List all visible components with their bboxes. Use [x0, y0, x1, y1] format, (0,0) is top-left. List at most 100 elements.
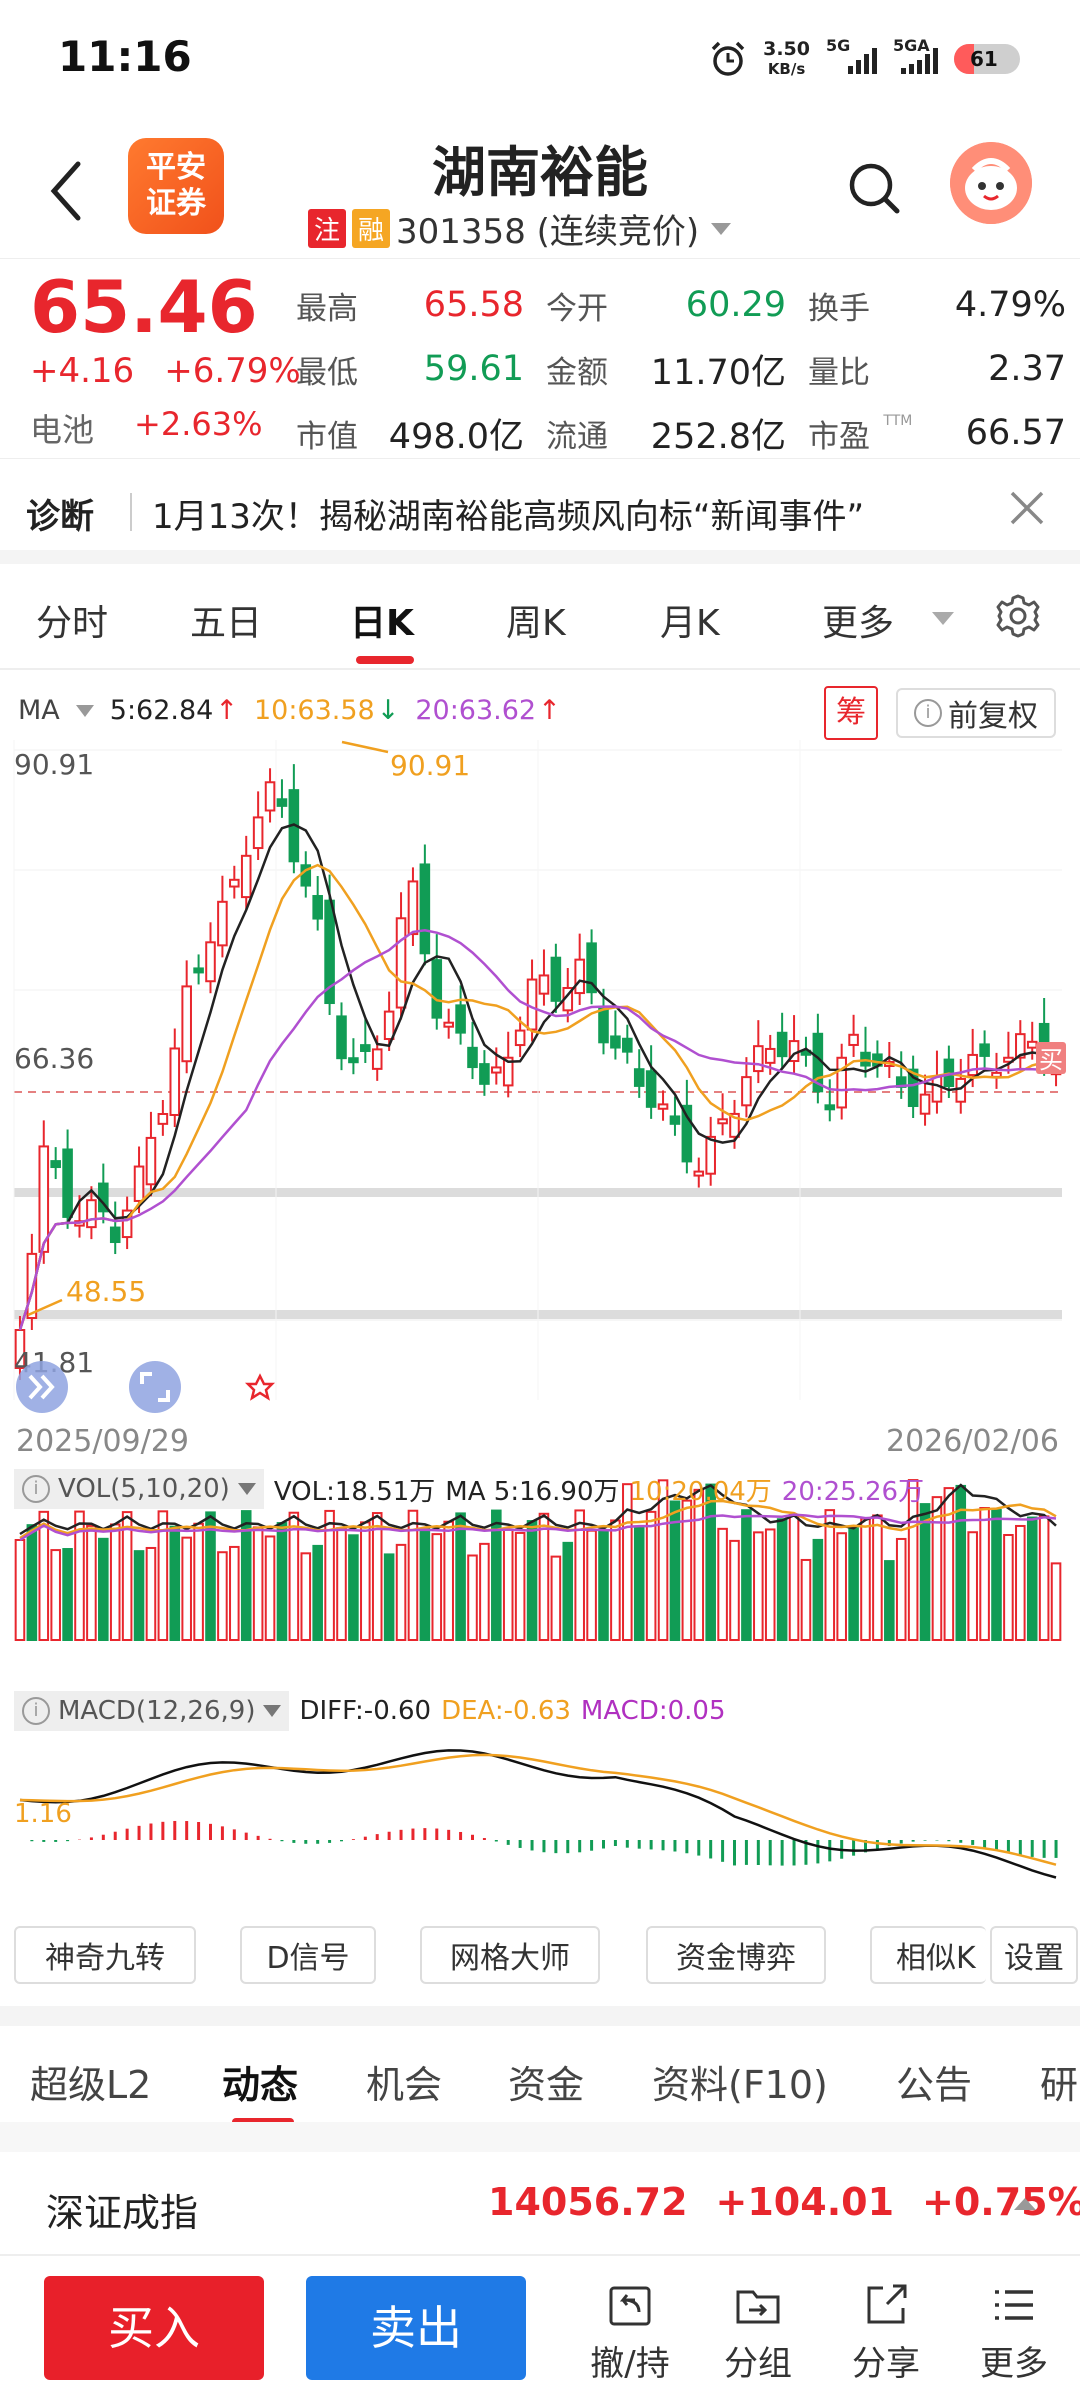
candle-body — [169, 1047, 181, 1116]
chevron-down-icon — [932, 612, 954, 625]
current-price: 65.46 — [30, 265, 258, 349]
folder-icon — [736, 2290, 780, 2324]
stock-subtitle[interactable]: 注 融 301358 (连续竞价) — [308, 204, 732, 253]
tab-opportunities[interactable]: 机会 — [366, 2063, 443, 2107]
tool-d-signal[interactable]: D信号 — [240, 1926, 376, 1984]
adjust-mode-label: 前复权 — [948, 699, 1038, 734]
candle-body — [467, 1046, 478, 1069]
kline-low-label: 48.55 — [66, 1275, 146, 1308]
tab-super-l2[interactable]: 超级L2 — [30, 2063, 152, 2107]
tool-similar-k[interactable]: 相似K — [870, 1926, 986, 1984]
candle-body — [14, 1329, 26, 1369]
volume-indicator-selector[interactable]: i VOL(5,10,20) — [14, 1469, 264, 1509]
diagnosis-bar[interactable]: 诊断 1月13次！揭秘湖南裕能高频风向标“新闻事件” — [0, 458, 1080, 564]
tool-settings[interactable]: 设置 — [990, 1926, 1078, 1984]
search-icon[interactable] — [846, 160, 902, 216]
period-tabs: 分时 五日 日K 周K 月K 更多 — [0, 564, 1080, 670]
section-gap — [0, 2006, 1080, 2026]
index-ticker[interactable]: 深证成指 14056.72 +104.01 +0.75% — [0, 2152, 1080, 2256]
more-label: 更多 — [980, 2344, 1048, 2384]
tab-funds[interactable]: 资金 — [508, 2063, 585, 2107]
down-arrow-icon: ↓ — [376, 695, 400, 726]
volume-ma20: 20:25.26万 — [781, 1476, 925, 1507]
volume-bar — [550, 1555, 562, 1642]
volume-bar — [1050, 1562, 1062, 1641]
cancel-hold-button[interactable]: 撤/持 — [580, 2280, 680, 2385]
quote-value: 66.57 — [965, 413, 1066, 453]
up-arrow-icon: ↑ — [215, 695, 238, 726]
volume-bar — [324, 1509, 335, 1641]
candle-body — [919, 1093, 931, 1115]
volume-bar — [610, 1519, 621, 1642]
candle-body — [121, 1209, 133, 1239]
candle-body — [502, 1056, 514, 1087]
candle-body — [181, 985, 192, 1063]
ma-legend[interactable]: MA 5:62.84 ↑ 10:63.58 ↓ 20:63.62 ↑ — [18, 695, 561, 726]
volume-bar — [419, 1528, 431, 1642]
kline-chart[interactable]: 90.91 90.91 66.36 48.55 41.81 买 1.16 — [0, 740, 1080, 1910]
gear-icon[interactable] — [994, 592, 1042, 640]
volume-bar — [217, 1551, 228, 1641]
adjust-mode-button[interactable]: i 前复权 — [896, 688, 1056, 738]
sell-button[interactable]: 卖出 — [306, 2276, 526, 2380]
chip-distribution-button[interactable]: 筹 — [824, 686, 878, 740]
fullscreen-button[interactable] — [129, 1361, 181, 1413]
volume-bar — [491, 1509, 502, 1642]
net-speed-unit: KB/s — [767, 60, 806, 78]
candle-body — [1026, 1040, 1038, 1049]
tab-more[interactable]: 更多 — [822, 603, 895, 644]
sector-change[interactable]: 电池 +2.63% — [30, 405, 262, 451]
share-button[interactable]: 分享 — [836, 2280, 936, 2385]
diagnosis-text[interactable]: 1月13次！揭秘湖南裕能高频风向标“新闻事件” — [152, 497, 865, 537]
volume-bar — [193, 1522, 204, 1642]
peak-pointer — [341, 740, 389, 754]
candle-body — [205, 941, 216, 983]
volume-indicator-name: VOL(5,10,20) — [58, 1474, 230, 1504]
group-button[interactable]: 分组 — [708, 2280, 808, 2385]
tab-monthly-k[interactable]: 月K — [660, 603, 720, 644]
chevron-up-icon[interactable] — [1014, 2198, 1036, 2210]
more-button[interactable]: 更多 — [964, 2280, 1064, 2385]
diagnosis-label: 诊断 — [26, 497, 94, 537]
tab-dynamics[interactable]: 动态 — [222, 2063, 299, 2107]
tab-weekly-k[interactable]: 周K — [506, 603, 566, 644]
close-icon[interactable] — [1008, 489, 1046, 527]
tab-intraday[interactable]: 分时 — [36, 603, 109, 644]
broker-logo[interactable]: 平安 证券 — [128, 138, 224, 234]
back-arrow-icon[interactable] — [44, 158, 88, 224]
volume-bar — [157, 1510, 169, 1642]
tab-research[interactable]: 研 — [1040, 2063, 1079, 2107]
tool-grid-master[interactable]: 网格大师 — [420, 1926, 600, 1984]
tool-magic-nine[interactable]: 神奇九转 — [14, 1926, 196, 1984]
quote-row: 市值 498.0亿 流通 252.8亿 市盈 TTM 66.57 — [296, 401, 1066, 465]
volume-bar — [348, 1534, 359, 1641]
change-amount: +4.16 — [30, 351, 135, 391]
volume-bar — [371, 1512, 383, 1642]
candle-body — [348, 1057, 359, 1064]
vol-ma20-line — [19, 1513, 1057, 1542]
quote-key: 最低 — [296, 354, 358, 391]
candle-body — [526, 978, 538, 1031]
quote-value: 11.70亿 — [650, 352, 786, 393]
macd-header[interactable]: i MACD(12,26,9) DIFF:-0.60 DEA:-0.63 MAC… — [14, 1690, 726, 1732]
tool-capital-game[interactable]: 资金博弈 — [646, 1926, 826, 1984]
event-marker-icon[interactable] — [244, 1373, 276, 1401]
volume-header[interactable]: i VOL(5,10,20) VOL:18.51万 MA 5:16.90万 10… — [14, 1468, 924, 1510]
tab-announcements[interactable]: 公告 — [896, 2063, 973, 2107]
volume-bar — [812, 1538, 824, 1642]
ma-label: MA — [18, 695, 60, 726]
buy-button[interactable]: 买入 — [44, 2276, 264, 2380]
tab-daily-k[interactable]: 日K — [350, 603, 414, 644]
tab-f10[interactable]: 资料(F10) — [652, 2063, 828, 2107]
candle-body — [336, 1015, 347, 1060]
candle-body — [979, 1043, 990, 1057]
volume-bar — [836, 1532, 847, 1641]
macd-indicator-selector[interactable]: i MACD(12,26,9) — [14, 1691, 290, 1731]
fast-forward-button[interactable] — [16, 1361, 68, 1413]
assistant-avatar[interactable] — [950, 142, 1032, 224]
tab-five-day[interactable]: 五日 — [190, 603, 263, 644]
buy-marker-box — [1036, 1042, 1066, 1074]
quote-cell: 最高 65.58 — [296, 283, 546, 328]
volume-bars — [14, 1479, 1062, 1642]
quote-cell: 市值 498.0亿 — [296, 408, 546, 459]
